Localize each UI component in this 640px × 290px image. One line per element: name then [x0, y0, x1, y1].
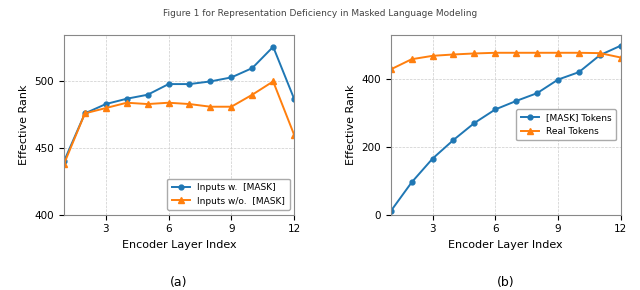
- Legend: Inputs w.  [MASK], Inputs w/o.  [MASK]: Inputs w. [MASK], Inputs w/o. [MASK]: [168, 179, 289, 210]
- X-axis label: Encoder Layer Index: Encoder Layer Index: [449, 240, 563, 250]
- Text: Figure 1 for Representation Deficiency in Masked Language Modeling: Figure 1 for Representation Deficiency i…: [163, 9, 477, 18]
- Inputs w/o.  [MASK]: [144, 102, 152, 106]
- [MASK] Tokens: [450, 138, 458, 142]
- Inputs w.  [MASK]: [227, 76, 235, 79]
- Inputs w/o.  [MASK]: [207, 105, 214, 108]
- Inputs w/o.  [MASK]: [186, 102, 193, 106]
- Real Tokens: [387, 68, 394, 71]
- Real Tokens: [575, 51, 583, 55]
- Inputs w.  [MASK]: [144, 93, 152, 97]
- Text: (b): (b): [497, 276, 515, 289]
- Inputs w.  [MASK]: [269, 45, 277, 48]
- [MASK] Tokens: [408, 181, 415, 184]
- Real Tokens: [617, 56, 625, 59]
- Real Tokens: [429, 54, 436, 58]
- X-axis label: Encoder Layer Index: Encoder Layer Index: [122, 240, 236, 250]
- Text: (a): (a): [170, 276, 188, 289]
- Real Tokens: [470, 52, 478, 55]
- Inputs w/o.  [MASK]: [123, 101, 131, 104]
- Inputs w.  [MASK]: [186, 82, 193, 86]
- [MASK] Tokens: [492, 108, 499, 111]
- Real Tokens: [450, 53, 458, 56]
- Inputs w/o.  [MASK]: [227, 105, 235, 108]
- Inputs w/o.  [MASK]: [102, 106, 109, 110]
- Inputs w/o.  [MASK]: [248, 93, 256, 97]
- Y-axis label: Effective Rank: Effective Rank: [346, 84, 356, 165]
- Line: Inputs w/o.  [MASK]: Inputs w/o. [MASK]: [61, 78, 297, 167]
- [MASK] Tokens: [387, 209, 394, 213]
- Legend: [MASK] Tokens, Real Tokens: [MASK] Tokens, Real Tokens: [516, 109, 616, 140]
- [MASK] Tokens: [429, 157, 436, 160]
- Inputs w/o.  [MASK]: [269, 80, 277, 83]
- [MASK] Tokens: [533, 91, 541, 95]
- Y-axis label: Effective Rank: Effective Rank: [19, 84, 29, 165]
- Inputs w.  [MASK]: [123, 97, 131, 100]
- Inputs w.  [MASK]: [60, 160, 68, 163]
- Inputs w.  [MASK]: [81, 112, 89, 115]
- [MASK] Tokens: [554, 78, 562, 81]
- [MASK] Tokens: [513, 99, 520, 103]
- Line: Real Tokens: Real Tokens: [388, 50, 624, 72]
- Real Tokens: [513, 51, 520, 55]
- Line: [MASK] Tokens: [MASK] Tokens: [388, 43, 623, 214]
- Inputs w.  [MASK]: [207, 80, 214, 83]
- Inputs w/o.  [MASK]: [60, 162, 68, 166]
- Inputs w.  [MASK]: [291, 97, 298, 100]
- Inputs w/o.  [MASK]: [291, 133, 298, 136]
- [MASK] Tokens: [470, 121, 478, 125]
- Real Tokens: [533, 51, 541, 55]
- Inputs w/o.  [MASK]: [81, 112, 89, 115]
- Inputs w.  [MASK]: [102, 102, 109, 106]
- [MASK] Tokens: [617, 44, 625, 47]
- Line: Inputs w.  [MASK]: Inputs w. [MASK]: [61, 44, 296, 164]
- Inputs w.  [MASK]: [164, 82, 172, 86]
- Real Tokens: [408, 57, 415, 61]
- Real Tokens: [554, 51, 562, 55]
- Inputs w.  [MASK]: [248, 66, 256, 70]
- [MASK] Tokens: [596, 53, 604, 57]
- Real Tokens: [596, 51, 604, 55]
- [MASK] Tokens: [575, 70, 583, 74]
- Inputs w/o.  [MASK]: [164, 101, 172, 104]
- Real Tokens: [492, 51, 499, 55]
